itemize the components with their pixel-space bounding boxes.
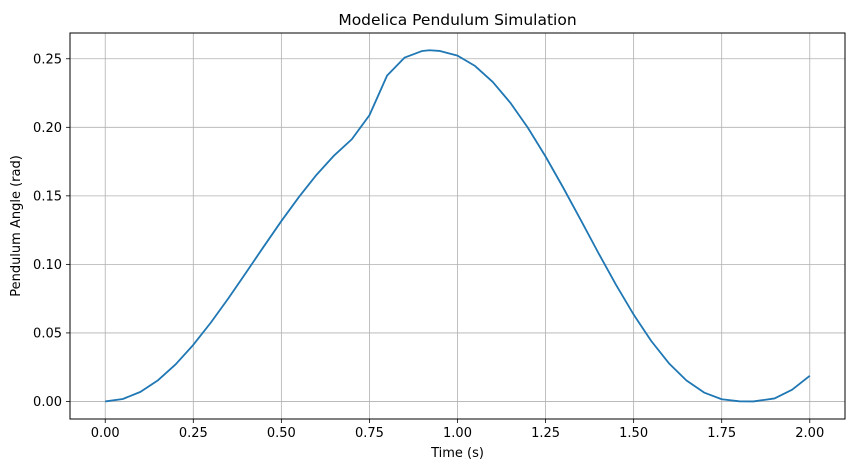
x-tick-label: 1.25	[531, 426, 560, 441]
chart-title: Modelica Pendulum Simulation	[338, 11, 576, 29]
y-axis-label: Pendulum Angle (rad)	[9, 155, 24, 297]
x-tick-label: 1.50	[619, 426, 648, 441]
x-tick-label: 0.00	[91, 426, 120, 441]
ticks: 0.00 0.25 0.50 0.75 1.00 1.25 1.50 1.75 2.00 0.00…	[33, 52, 824, 441]
y-tick-label: 0.15	[33, 189, 62, 204]
y-tick-label: 0.25	[33, 52, 62, 67]
series-line	[105, 49, 811, 403]
y-tick-label: 0.10	[33, 258, 62, 273]
series-layer	[105, 49, 811, 403]
grid	[70, 33, 845, 419]
x-tick-label: 0.75	[355, 426, 384, 441]
x-tick-label: 0.50	[267, 426, 296, 441]
x-tick-label: 0.25	[179, 426, 208, 441]
y-tick-label: 0.20	[33, 121, 62, 136]
x-tick-label: 1.75	[707, 426, 736, 441]
x-tick-label: 2.00	[795, 426, 824, 441]
y-tick-label: 0.05	[33, 326, 62, 341]
x-tick-label: 1.00	[443, 426, 472, 441]
y-tick-label: 0.00	[33, 395, 62, 410]
x-axis-label: Time (s)	[430, 446, 484, 461]
